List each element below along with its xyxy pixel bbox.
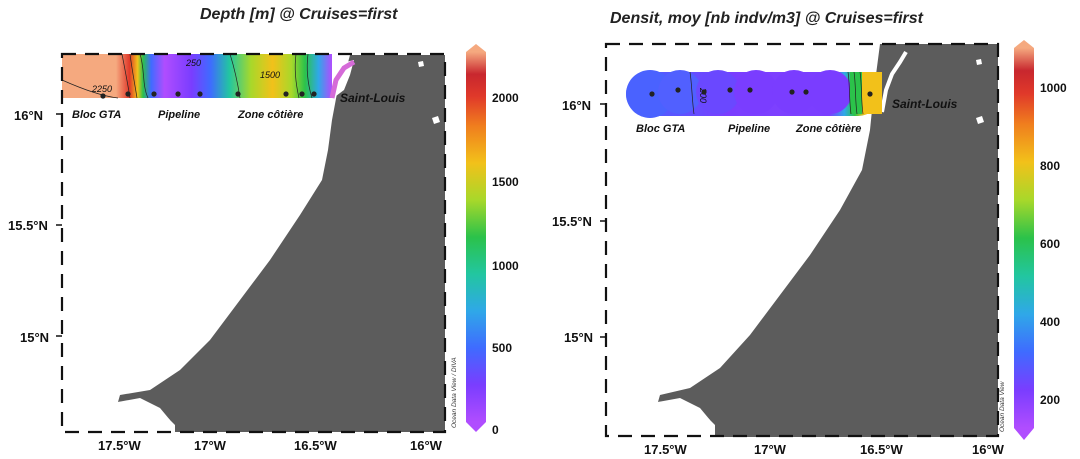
land-mass <box>658 44 998 437</box>
lon-tick: 16.5°W <box>294 438 338 453</box>
density-blob <box>734 70 778 114</box>
station-dot <box>675 87 681 93</box>
colorbar-tick: 1000 <box>492 259 519 273</box>
place-label-pipeline: Pipeline <box>728 123 770 135</box>
lat-tick: 16°N <box>14 108 43 123</box>
contour-label: 250 <box>185 58 201 68</box>
colorbar-bottom-cap <box>466 422 486 432</box>
station-dot <box>197 91 203 97</box>
density-data-field <box>626 70 882 118</box>
colorbar-top-cap <box>1014 40 1034 48</box>
land-mass <box>118 55 445 432</box>
place-label-bloc-gta: Bloc GTA <box>636 123 685 135</box>
colorbar-tick: 200 <box>1040 393 1060 407</box>
station-dot <box>867 91 873 97</box>
place-label-zone-cotiere: Zone côtière <box>237 109 303 121</box>
station-dot <box>789 89 795 95</box>
station-dot <box>100 93 106 99</box>
colorbar-tick: 2000 <box>492 91 519 105</box>
colorbar-body <box>466 52 486 422</box>
density-map-title: Densit, moy [nb indv/m3] @ Cruises=first <box>610 10 923 27</box>
lon-tick: 16.5°W <box>860 442 904 457</box>
lat-tick: 16°N <box>562 98 591 113</box>
cape-inlet <box>658 398 710 435</box>
station-dot <box>747 87 753 93</box>
lon-tick: 16°W <box>410 438 443 453</box>
lon-tick: 16°W <box>972 442 1005 457</box>
station-dot <box>727 87 733 93</box>
odv-watermark: Ocean Data View <box>999 380 1006 432</box>
pink-river-overlay <box>329 59 356 99</box>
colorbar-bottom-cap <box>1014 428 1034 440</box>
lagoon-island <box>976 116 984 124</box>
colorbar-tick: 400 <box>1040 315 1060 329</box>
density-blob <box>696 70 740 114</box>
colorbar-body <box>1014 48 1034 428</box>
station-dot <box>803 89 809 95</box>
lat-tick: 15.5°N <box>552 214 592 229</box>
lagoon-island-2 <box>418 61 424 67</box>
depth-map-panel: Depth [m] @ Cruises=first 2250 250 1500 <box>8 6 519 453</box>
map-frame <box>60 52 447 434</box>
river-mouth <box>336 60 354 96</box>
depth-map-svg: 2250 250 1500 Bloc GTA Pipeline Zone côt… <box>8 44 519 453</box>
lon-tick: 17°W <box>194 438 227 453</box>
lat-tick: 15°N <box>564 330 593 345</box>
density-map-panel: Densit, moy [nb indv/m3] @ Cruises=first <box>540 0 1080 459</box>
colorbar-tick: 1000 <box>1040 81 1067 95</box>
contour-label: 200 <box>698 87 708 103</box>
station-markers <box>100 91 317 99</box>
odv-watermark: Ocean Data View / DIVA <box>451 357 458 428</box>
cape-inlet <box>118 398 170 430</box>
station-dot <box>283 91 289 97</box>
lon-tick: 17.5°W <box>644 442 688 457</box>
station-markers <box>649 87 873 97</box>
station-dot <box>649 91 655 97</box>
station-dot <box>701 89 707 95</box>
lat-tick: 15°N <box>20 330 49 345</box>
map-frame <box>604 42 1000 438</box>
depth-colorbar: 2000 1500 1000 500 0 Ocean Data View / D… <box>451 44 519 437</box>
station-dot <box>299 91 305 97</box>
lagoon-island-2 <box>976 59 982 65</box>
place-label-bloc-gta: Bloc GTA <box>72 109 121 121</box>
colorbar-tick: 0 <box>492 423 499 437</box>
station-dot <box>311 91 317 97</box>
place-label-zone-cotiere: Zone côtière <box>795 123 861 135</box>
contour-lines <box>689 71 864 115</box>
density-blob <box>808 70 852 114</box>
colorbar-top-cap <box>466 44 486 52</box>
density-map-svg: 200 Bloc GTA Pipeline Zone côtière Saint… <box>552 40 1067 457</box>
colorbar-tick: 1500 <box>492 175 519 189</box>
station-dot <box>175 91 181 97</box>
river-mouth <box>880 50 908 113</box>
station-dot <box>151 91 157 97</box>
lon-tick: 17°W <box>754 442 787 457</box>
contour-label: 1500 <box>260 70 280 80</box>
density-gradient-band <box>850 72 862 114</box>
contour-lines <box>61 53 313 99</box>
colorbar-tick: 500 <box>492 341 512 355</box>
lagoon-island <box>432 116 440 124</box>
density-blob <box>658 70 702 114</box>
depth-data-strip <box>62 54 332 98</box>
contour-label: 2250 <box>91 84 112 94</box>
city-label-saint-louis: Saint-Louis <box>892 97 958 111</box>
station-dot <box>235 91 241 97</box>
colorbar-tick: 600 <box>1040 237 1060 251</box>
lat-tick: 15.5°N <box>8 218 48 233</box>
colorbar-tick: 800 <box>1040 159 1060 173</box>
depth-map-title: Depth [m] @ Cruises=first <box>200 6 398 23</box>
lon-tick: 17.5°W <box>98 438 142 453</box>
density-colorbar: 1000 800 600 400 200 Ocean Data View <box>999 40 1067 440</box>
place-label-pipeline: Pipeline <box>158 109 200 121</box>
station-dot <box>125 91 131 97</box>
city-label-saint-louis: Saint-Louis <box>340 91 406 105</box>
